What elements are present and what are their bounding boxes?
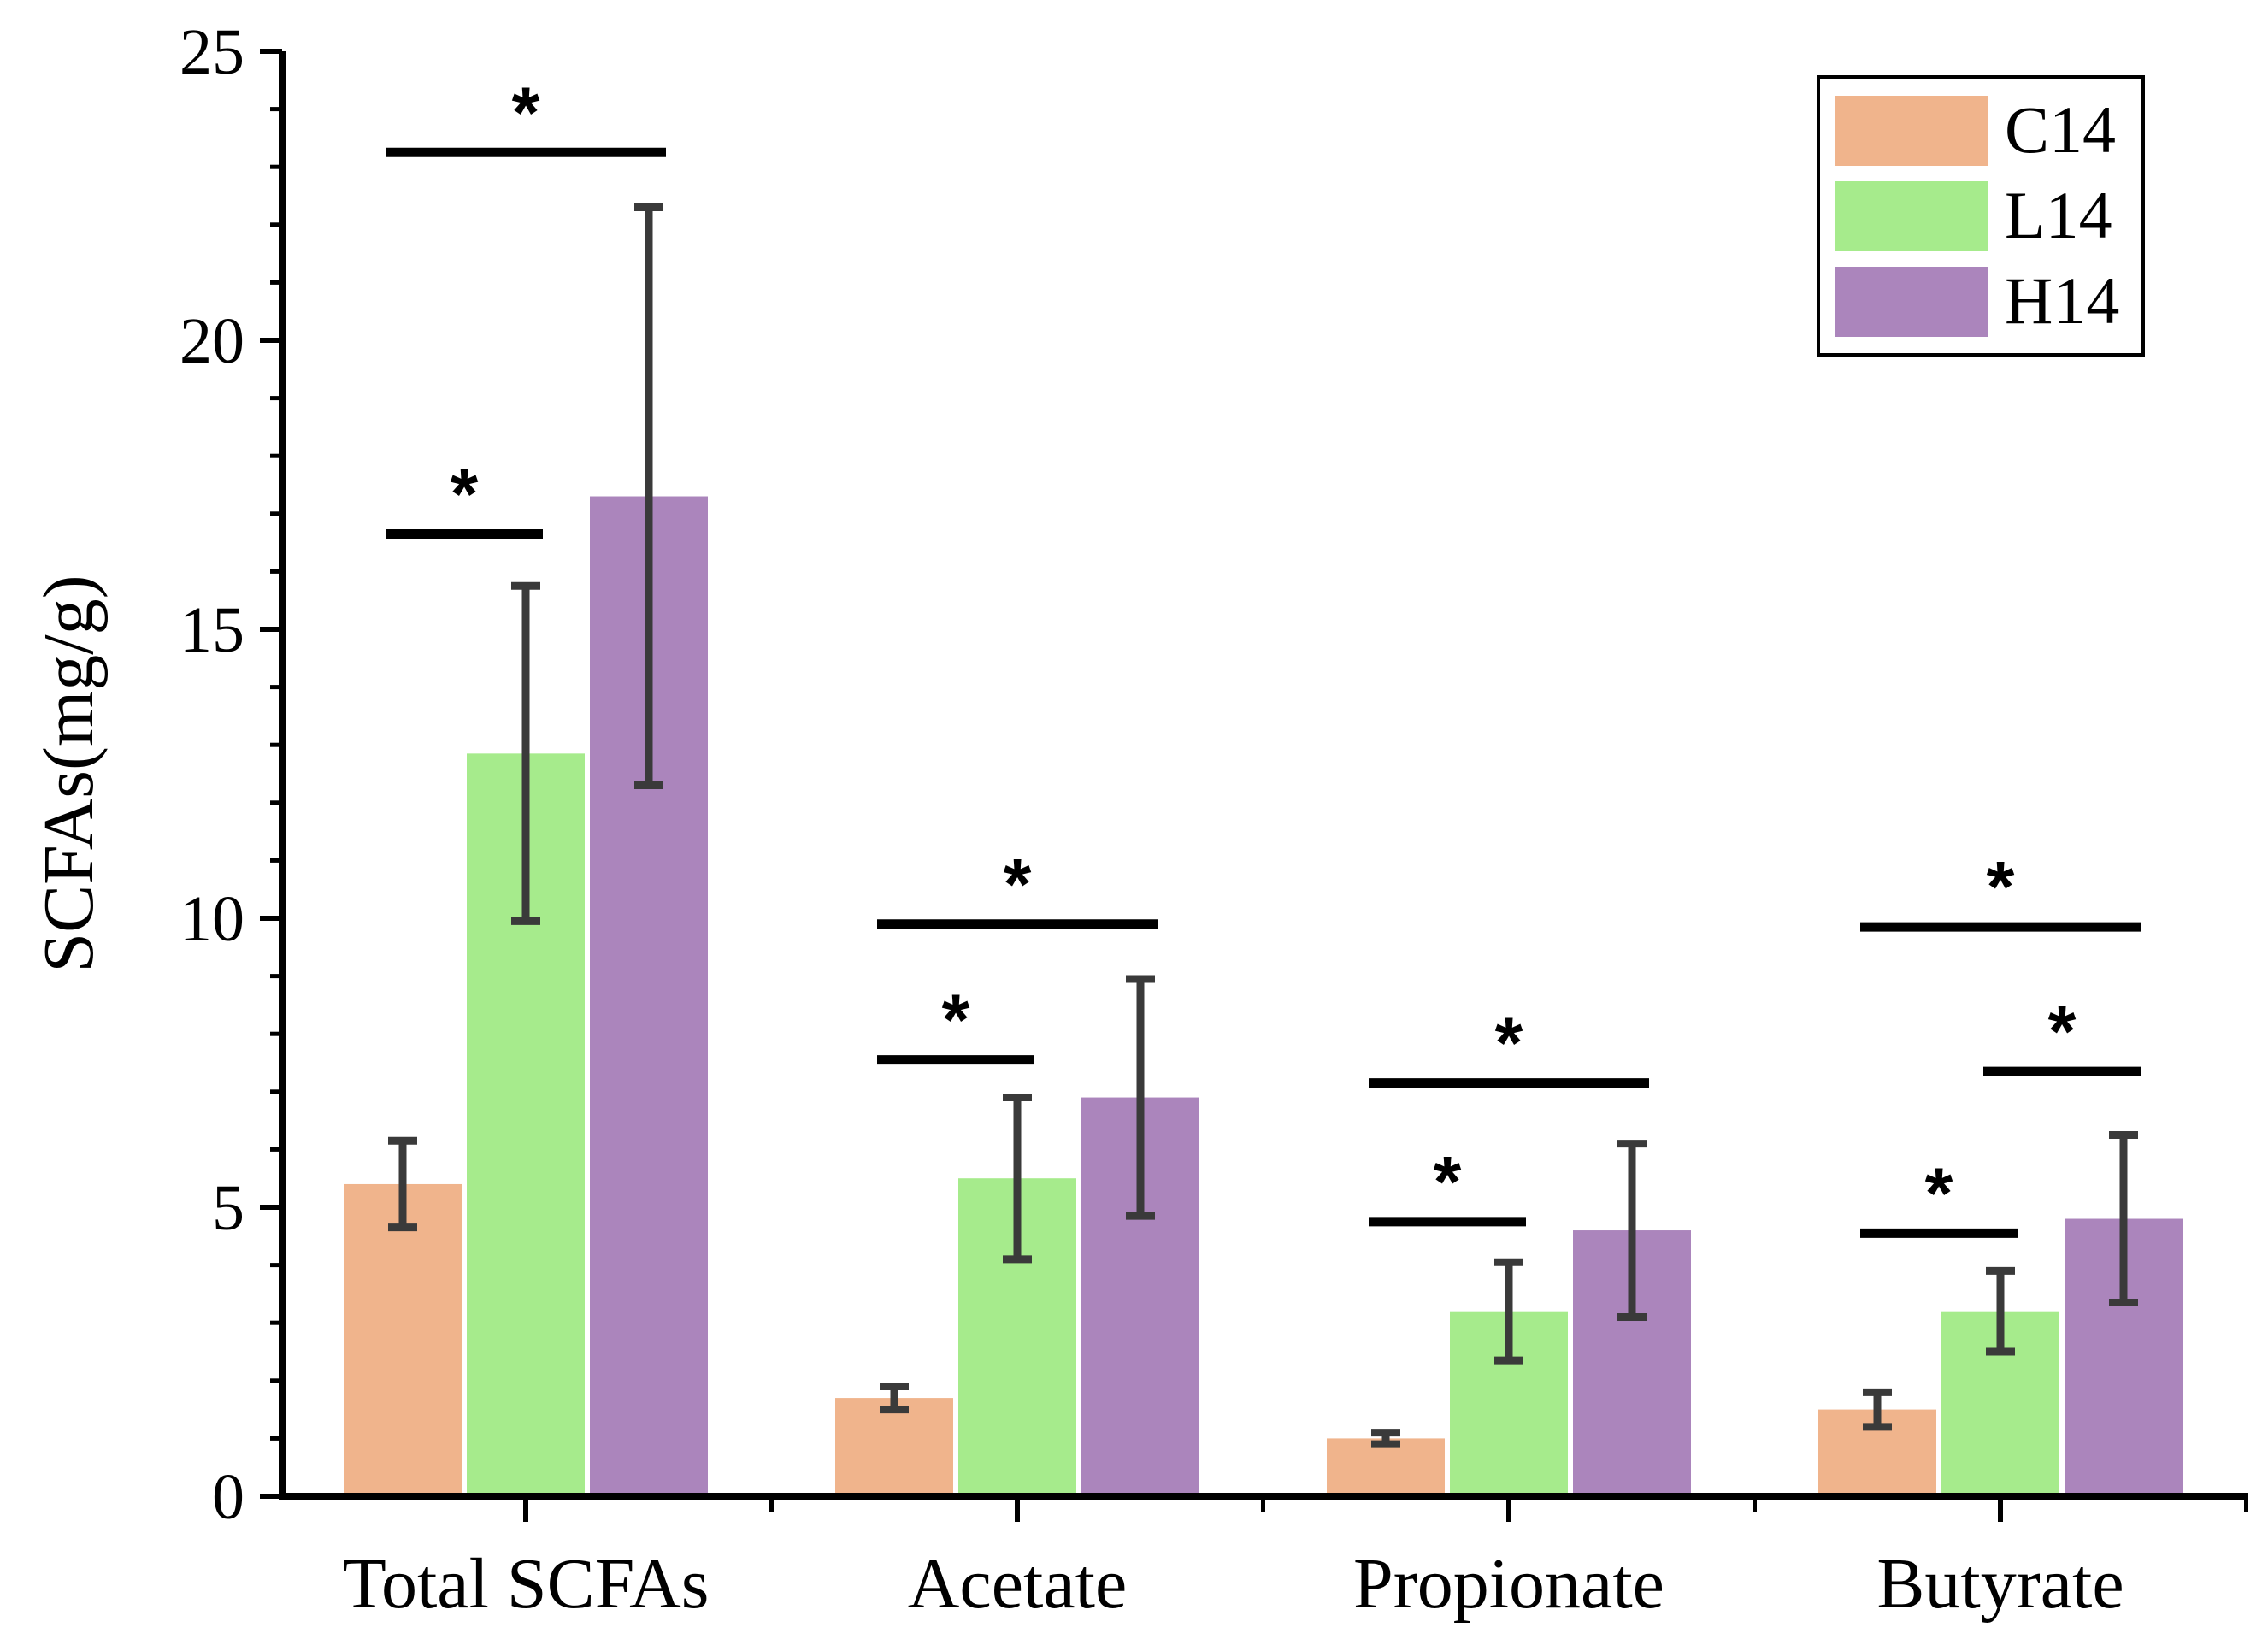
- y-tick-label: 0: [212, 1461, 244, 1533]
- error-bar-H14-2: [1617, 1140, 1647, 1321]
- legend-label-C14: C14: [2005, 92, 2116, 167]
- legend-swatch-L14: [1835, 181, 1988, 251]
- significance-marker-7: *: [1983, 991, 2141, 1076]
- legend-label-L14: L14: [2005, 178, 2112, 252]
- significance-marker-4: *: [1369, 1141, 1526, 1227]
- error-bar-C14-1: [880, 1383, 909, 1414]
- significance-star: *: [1004, 844, 1032, 924]
- x-tick-label: Propionate: [1353, 1544, 1664, 1624]
- legend-swatch-H14: [1835, 267, 1988, 337]
- error-bars-layer: [388, 203, 2138, 1448]
- significance-star: *: [942, 980, 970, 1060]
- error-bar-L14-2: [1494, 1258, 1523, 1365]
- significance-layer: * * * * * * * * *: [386, 72, 2141, 1238]
- legend: C14 L14 H14: [1817, 75, 2145, 357]
- axes-layer: 0 5 10 15 20 25 Total SCFAs Acetate Propionate Bu…: [29, 16, 2248, 1624]
- error-bar-H14-3: [2109, 1131, 2138, 1307]
- y-tick-label: 15: [180, 594, 244, 666]
- bar-C14-total-scfas: [344, 1183, 462, 1496]
- x-tick-label: Acetate: [908, 1544, 1127, 1624]
- y-tick-label: 20: [180, 305, 244, 377]
- significance-marker-2: *: [877, 980, 1034, 1065]
- error-bar-H14-0: [634, 203, 663, 790]
- x-tick-label: Total SCFAs: [343, 1544, 710, 1624]
- significance-marker-8: *: [1860, 846, 2141, 932]
- significance-marker-3: *: [877, 844, 1158, 929]
- significance-star: *: [1925, 1153, 1953, 1233]
- legend-swatch-C14: [1835, 96, 1988, 166]
- significance-star: *: [1434, 1141, 1462, 1222]
- error-bar-H14-1: [1126, 975, 1155, 1220]
- legend-label-H14: H14: [2005, 263, 2119, 338]
- significance-star: *: [512, 72, 540, 152]
- y-axis-label: SCFAs(mg/g): [29, 575, 109, 972]
- x-tick-label: Butyrate: [1876, 1544, 2124, 1624]
- significance-star: *: [2048, 991, 2077, 1071]
- error-bar-L14-0: [511, 581, 540, 925]
- error-bar-L14-3: [1986, 1266, 2015, 1356]
- significance-star: *: [1987, 846, 2015, 927]
- significance-star: *: [1495, 1003, 1523, 1083]
- error-bar-C14-3: [1863, 1388, 1892, 1431]
- significance-marker-1: *: [386, 72, 666, 157]
- significance-marker-5: *: [1369, 1003, 1649, 1088]
- error-bar-L14-1: [1003, 1094, 1032, 1264]
- bar-C14-propionate: [1327, 1438, 1445, 1496]
- significance-marker-6: *: [1860, 1153, 2018, 1238]
- error-bar-C14-0: [388, 1136, 417, 1232]
- y-tick-label: 10: [180, 883, 244, 955]
- significance-marker-0: *: [386, 453, 543, 539]
- error-bar-C14-2: [1371, 1429, 1400, 1448]
- significance-star: *: [451, 453, 479, 534]
- bars-layer: [344, 496, 2183, 1496]
- bar-C14-acetate: [835, 1398, 953, 1496]
- y-tick-label: 5: [212, 1172, 244, 1244]
- y-tick-label: 25: [180, 16, 244, 88]
